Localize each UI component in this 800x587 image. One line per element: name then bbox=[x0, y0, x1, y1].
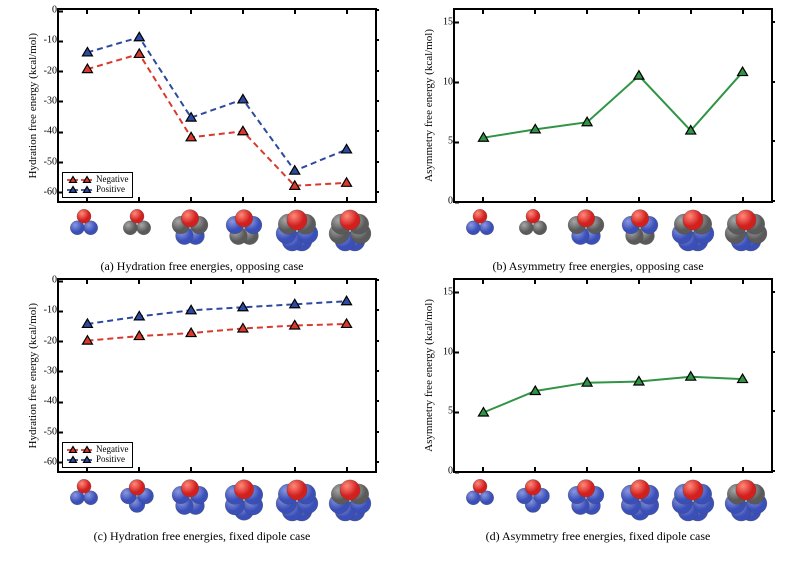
ytick-label: 0 bbox=[31, 5, 57, 16]
molecule-icon bbox=[517, 207, 549, 239]
molecule-icon bbox=[620, 207, 660, 247]
y-axis-label: Asymmetry free energy (kcal/mol) bbox=[423, 299, 435, 452]
ytick-label: -40 bbox=[31, 126, 57, 137]
molecule-row bbox=[453, 207, 773, 253]
molecule-icon bbox=[274, 207, 320, 253]
molecule-icon bbox=[170, 477, 210, 517]
panel-caption: (b) Asymmetry free energies, opposing ca… bbox=[492, 259, 703, 274]
ytick-label: 5 bbox=[427, 136, 453, 147]
molecule-icon bbox=[670, 207, 716, 253]
molecule-icon bbox=[723, 207, 769, 253]
ytick-label: 0 bbox=[31, 275, 57, 286]
molecule-icon bbox=[68, 207, 100, 239]
ytick-label: -10 bbox=[31, 35, 57, 46]
molecule-icon bbox=[224, 207, 264, 247]
molecule-icon bbox=[723, 477, 769, 523]
molecule-icon bbox=[618, 477, 662, 521]
legend-row-positive: Positive bbox=[67, 185, 128, 195]
legend-label: Positive bbox=[96, 455, 125, 465]
ytick-label: 5 bbox=[427, 406, 453, 417]
ytick-label: -30 bbox=[31, 95, 57, 106]
ytick-label: -60 bbox=[31, 456, 57, 467]
molecule-icon bbox=[222, 477, 266, 521]
molecule-icon bbox=[327, 207, 373, 253]
panel-c: Hydration free energy (kcal/mol) 0-10-20… bbox=[8, 278, 396, 544]
molecule-icon bbox=[119, 477, 155, 513]
molecule-icon bbox=[170, 207, 210, 247]
plot-area: 051015 bbox=[453, 8, 773, 203]
legend-row-positive: Positive bbox=[67, 455, 128, 465]
molecule-icon bbox=[566, 207, 606, 247]
panel-caption: (c) Hydration free energies, fixed dipol… bbox=[94, 529, 311, 544]
plot-area: 0-10-20-30-40-50-60 Negative Positive bbox=[57, 278, 377, 473]
molecule-row bbox=[453, 477, 773, 523]
molecule-row bbox=[57, 477, 377, 523]
molecule-row bbox=[57, 207, 377, 253]
molecule-icon bbox=[670, 477, 716, 523]
ytick-label: 10 bbox=[427, 76, 453, 87]
ytick-label: 10 bbox=[427, 346, 453, 357]
molecule-icon bbox=[464, 477, 496, 509]
ytick-label: -20 bbox=[31, 335, 57, 346]
legend-box: Negative Positive bbox=[62, 442, 133, 468]
plot-area: 0-10-20-30-40-50-60 Negative Positive bbox=[57, 8, 377, 203]
molecule-icon bbox=[121, 207, 153, 239]
panel-d: Asymmetry free energy (kcal/mol) 051015 bbox=[404, 278, 792, 544]
panel-caption: (d) Asymmetry free energies, fixed dipol… bbox=[486, 529, 711, 544]
ytick-label: -50 bbox=[31, 156, 57, 167]
legend-box: Negative Positive bbox=[62, 172, 133, 198]
molecule-icon bbox=[464, 207, 496, 239]
chart-grid: Hydration free energy (kcal/mol) 0-10-20… bbox=[8, 8, 792, 544]
molecule-icon bbox=[515, 477, 551, 513]
legend-label: Positive bbox=[96, 185, 125, 195]
molecule-icon bbox=[68, 477, 100, 509]
ytick-label: -10 bbox=[31, 305, 57, 316]
plot-area: 051015 bbox=[453, 278, 773, 473]
panel-a: Hydration free energy (kcal/mol) 0-10-20… bbox=[8, 8, 396, 274]
molecule-icon bbox=[327, 477, 373, 523]
ytick-label: -30 bbox=[31, 365, 57, 376]
panel-caption: (a) Hydration free energies, opposing ca… bbox=[100, 259, 303, 274]
ytick-label: 15 bbox=[427, 16, 453, 27]
y-axis-label: Asymmetry free energy (kcal/mol) bbox=[423, 29, 435, 182]
molecule-icon bbox=[274, 477, 320, 523]
ytick-label: -50 bbox=[31, 426, 57, 437]
panel-b: Asymmetry free energy (kcal/mol) 051015 bbox=[404, 8, 792, 274]
ytick-label: 0 bbox=[427, 466, 453, 477]
ytick-label: -20 bbox=[31, 65, 57, 76]
ytick-label: 0 bbox=[427, 196, 453, 207]
ytick-label: -40 bbox=[31, 396, 57, 407]
ytick-label: -60 bbox=[31, 186, 57, 197]
molecule-icon bbox=[566, 477, 606, 517]
ytick-label: 15 bbox=[427, 286, 453, 297]
